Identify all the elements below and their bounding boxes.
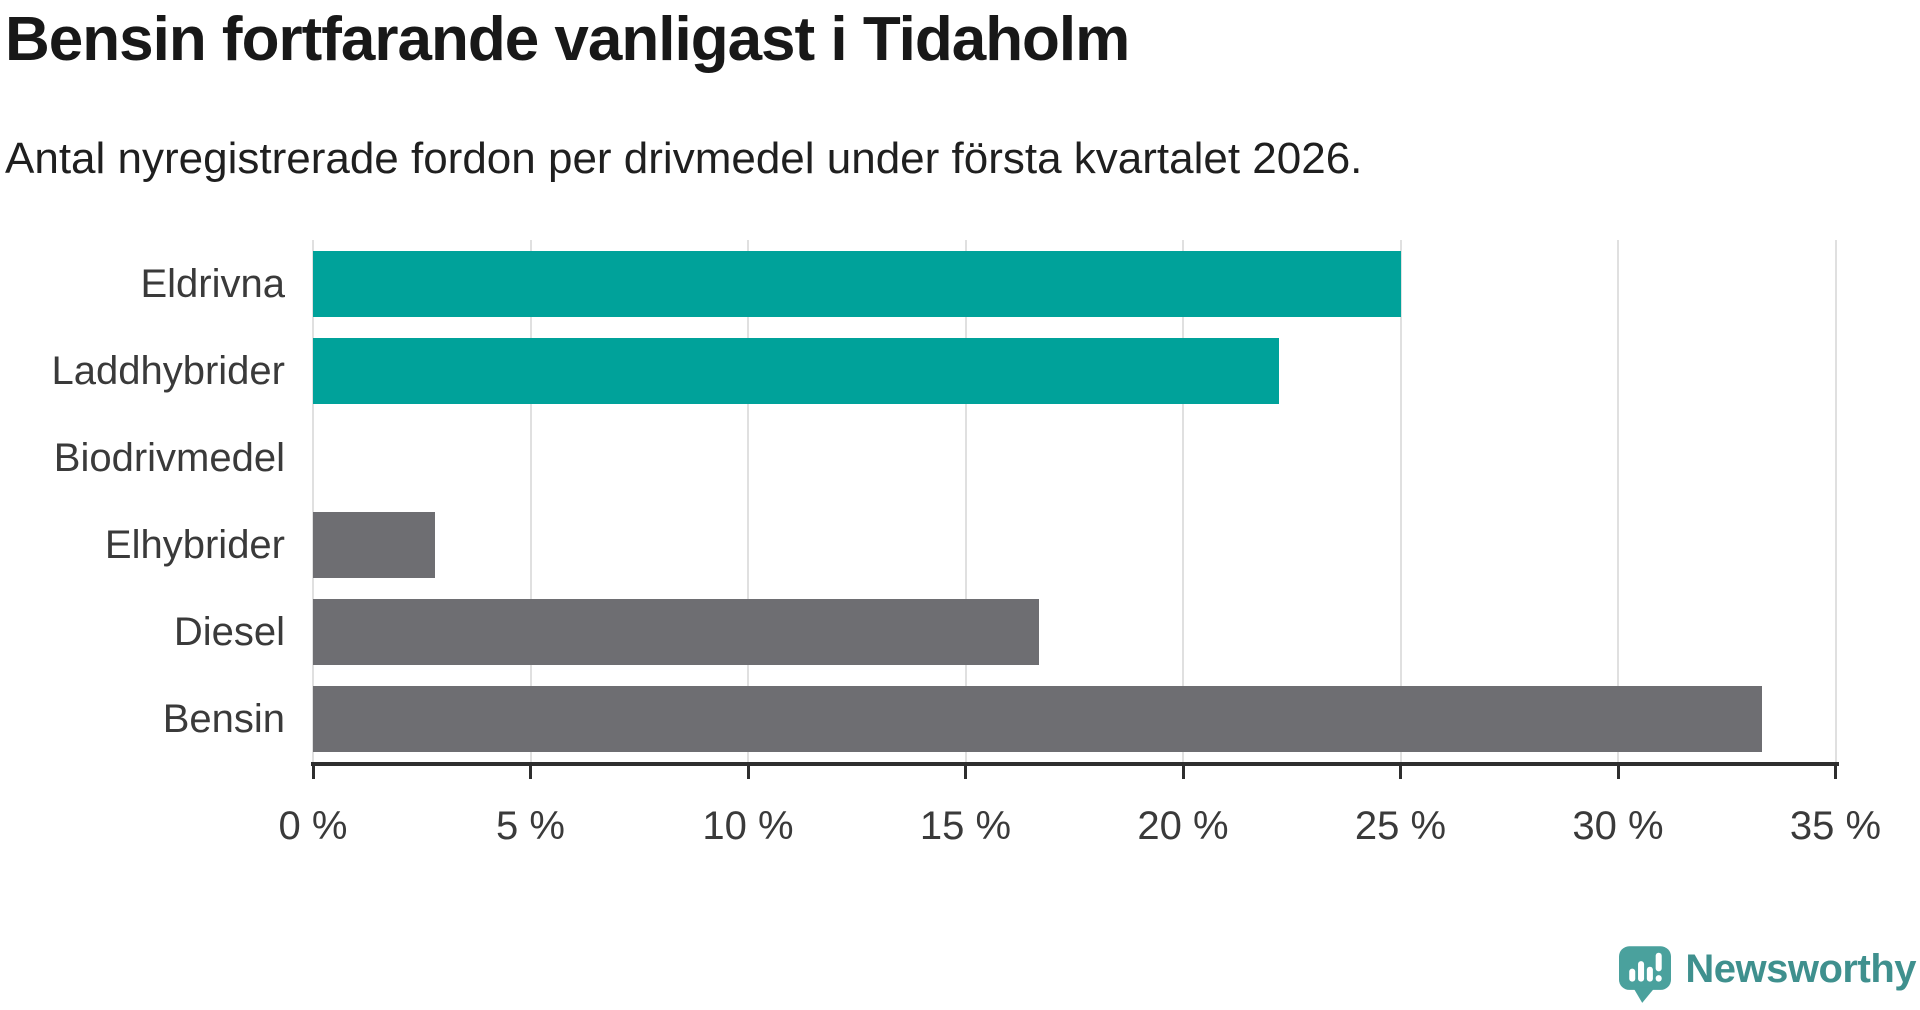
gridline-20-pct <box>1182 240 1184 762</box>
category-label-eldrivna: Eldrivna <box>140 261 285 306</box>
newsworthy-brand: Newsworthy <box>1619 946 1916 1006</box>
chart-title: Bensin fortfarande vanligast i Tidaholm <box>5 5 1130 74</box>
x-tick-label-0: 0 % <box>278 804 348 848</box>
category-label-elhybrider: Elhybrider <box>104 522 285 567</box>
x-tick-label-30: 30 % <box>1572 804 1664 848</box>
bar-diesel <box>313 598 1040 665</box>
gridline-10-pct <box>747 240 749 762</box>
x-tick-label-10: 10 % <box>702 804 794 848</box>
bar-bensin <box>313 685 1762 752</box>
gridline-15-pct <box>964 240 967 762</box>
bar-eldrivna <box>313 250 1401 317</box>
chart-subtitle: Antal nyregistrerade fordon per drivmede… <box>5 134 1363 183</box>
gridline-5-pct <box>529 240 532 762</box>
x-tick-mark-25 <box>1399 766 1402 779</box>
gridline-25-pct <box>1399 240 1402 762</box>
x-tick-label-25: 25 % <box>1354 804 1447 848</box>
gridline-0-pct <box>312 240 314 762</box>
x-tick-mark-5 <box>529 766 532 779</box>
newsworthy-logo-icon <box>1619 946 1672 1003</box>
x-tick-mark-35 <box>1834 766 1837 779</box>
x-axis-line <box>311 762 1839 766</box>
category-label-bensin: Bensin <box>162 696 285 741</box>
category-label-diesel: Diesel <box>173 609 285 654</box>
x-tick-mark-15 <box>964 766 967 779</box>
x-tick-mark-0 <box>311 766 315 779</box>
x-tick-mark-20 <box>1181 766 1185 779</box>
bar-laddhybrider <box>313 337 1279 404</box>
x-tick-mark-10 <box>746 766 750 779</box>
x-tick-label-15: 15 % <box>919 804 1012 848</box>
newsworthy-brand-name: Newsworthy <box>1685 947 1916 991</box>
x-tick-label-5: 5 % <box>496 804 565 848</box>
gridline-30-pct <box>1617 240 1619 762</box>
x-tick-label-35: 35 % <box>1789 804 1882 848</box>
x-tick-label-20: 20 % <box>1137 804 1229 848</box>
category-label-biodrivmedel: Biodrivmedel <box>53 435 285 480</box>
bar-elhybrider <box>313 511 435 578</box>
x-tick-mark-30 <box>1616 766 1620 779</box>
gridline-35-pct <box>1834 240 1837 762</box>
category-label-laddhybrider: Laddhybrider <box>51 348 286 393</box>
